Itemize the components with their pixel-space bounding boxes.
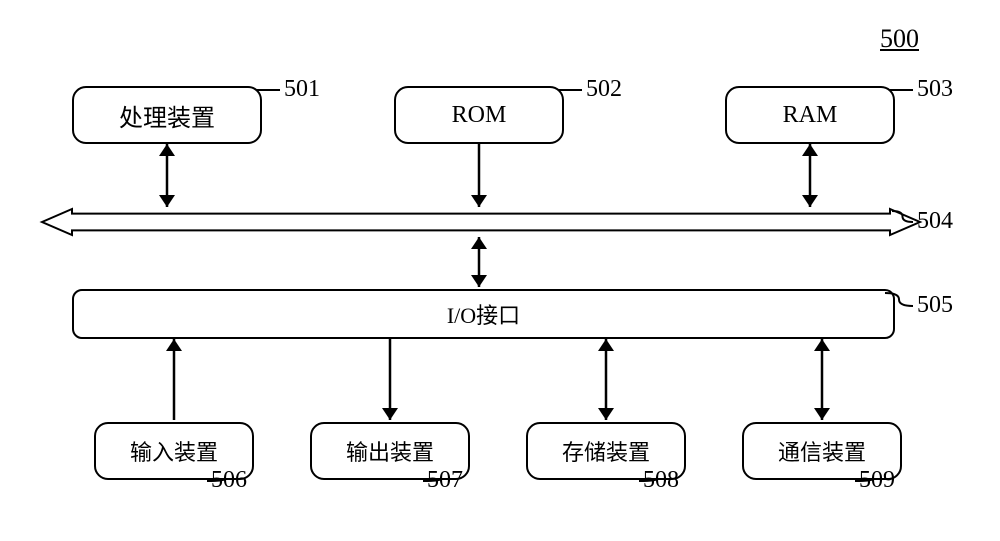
output-label: 输出装置 [346,435,434,467]
comm-label: 通信装置 [778,435,866,467]
reference-number: 503 [917,76,953,103]
processing-box: 处理装置 [72,86,262,144]
rom-box: ROM [394,86,564,144]
reference-number: 501 [284,76,320,103]
reference-number: 504 [917,208,953,235]
input-label: 输入装置 [130,435,218,467]
reference-number: 505 [917,292,953,319]
diagram-canvas: { "figure_number": "500", "top_boxes": [… [0,0,1000,541]
reference-number: 509 [859,467,895,494]
ram-label: RAM [783,102,838,129]
rom-label: ROM [452,102,507,129]
processing-label: 处理装置 [119,98,215,133]
reference-number: 502 [586,76,622,103]
storage-label: 存储装置 [562,435,650,467]
reference-number: 507 [427,467,463,494]
reference-number: 508 [643,467,679,494]
reference-number: 506 [211,467,247,494]
ram-box: RAM [725,86,895,144]
